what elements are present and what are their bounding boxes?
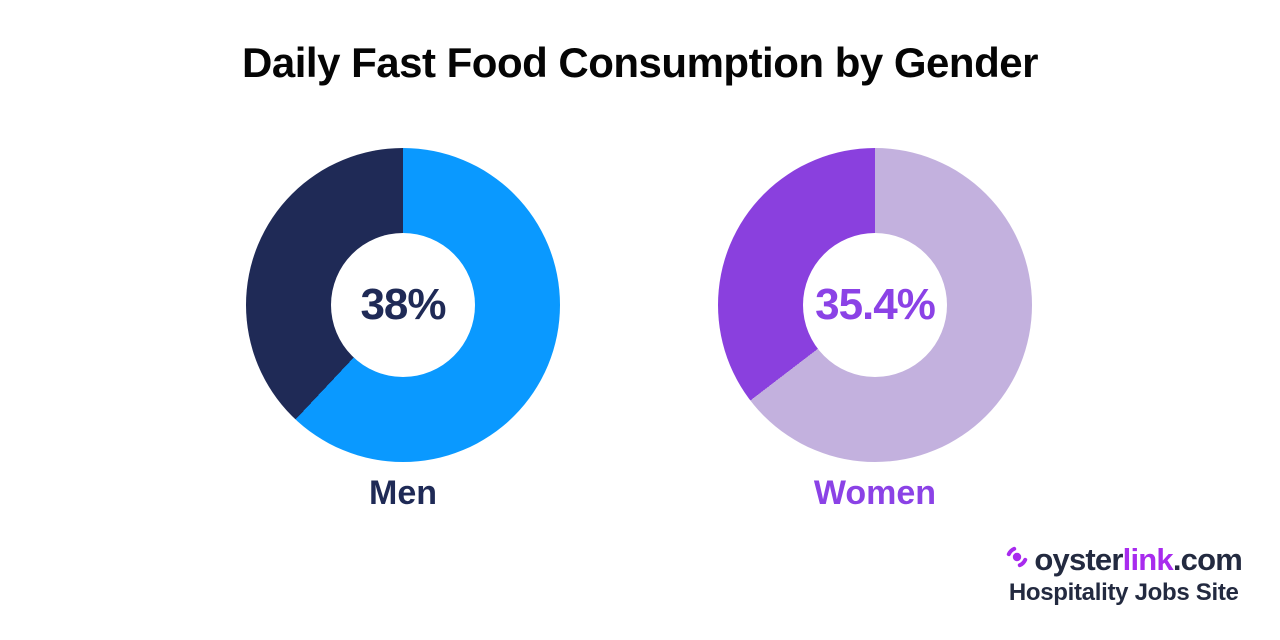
donut-center-value-men: 38% (360, 280, 446, 329)
chart-label-women: Women (813, 474, 937, 512)
brand-first: oyster (1034, 542, 1123, 577)
donut-center-value-women: 35.4% (815, 280, 936, 329)
donut-hole-men (331, 233, 475, 377)
donut-ring-women: 35.4% (718, 148, 1032, 462)
brand-suffix: .com (1172, 542, 1243, 577)
donut-chart-women: 35.4% Women (718, 148, 1032, 510)
brand-tagline: Hospitality Jobs Site (1008, 579, 1239, 606)
brand-wordmark: oysterlink.com (1034, 544, 1242, 575)
chart-label-men: Men (369, 474, 437, 512)
chart-title: Daily Fast Food Consumption by Gender (242, 39, 1038, 86)
donut-hole-women (803, 233, 947, 377)
donut-ring-men: 38% (246, 148, 560, 462)
oyster-pearl-icon (1005, 545, 1029, 569)
donut-chart-men: 38% Men (246, 148, 560, 510)
brand-logo-row: oysterlink.com (1005, 544, 1243, 575)
brand-logo: oysterlink.com Hospitality Jobs Site (1005, 544, 1243, 606)
brand-accent: link (1122, 542, 1174, 577)
